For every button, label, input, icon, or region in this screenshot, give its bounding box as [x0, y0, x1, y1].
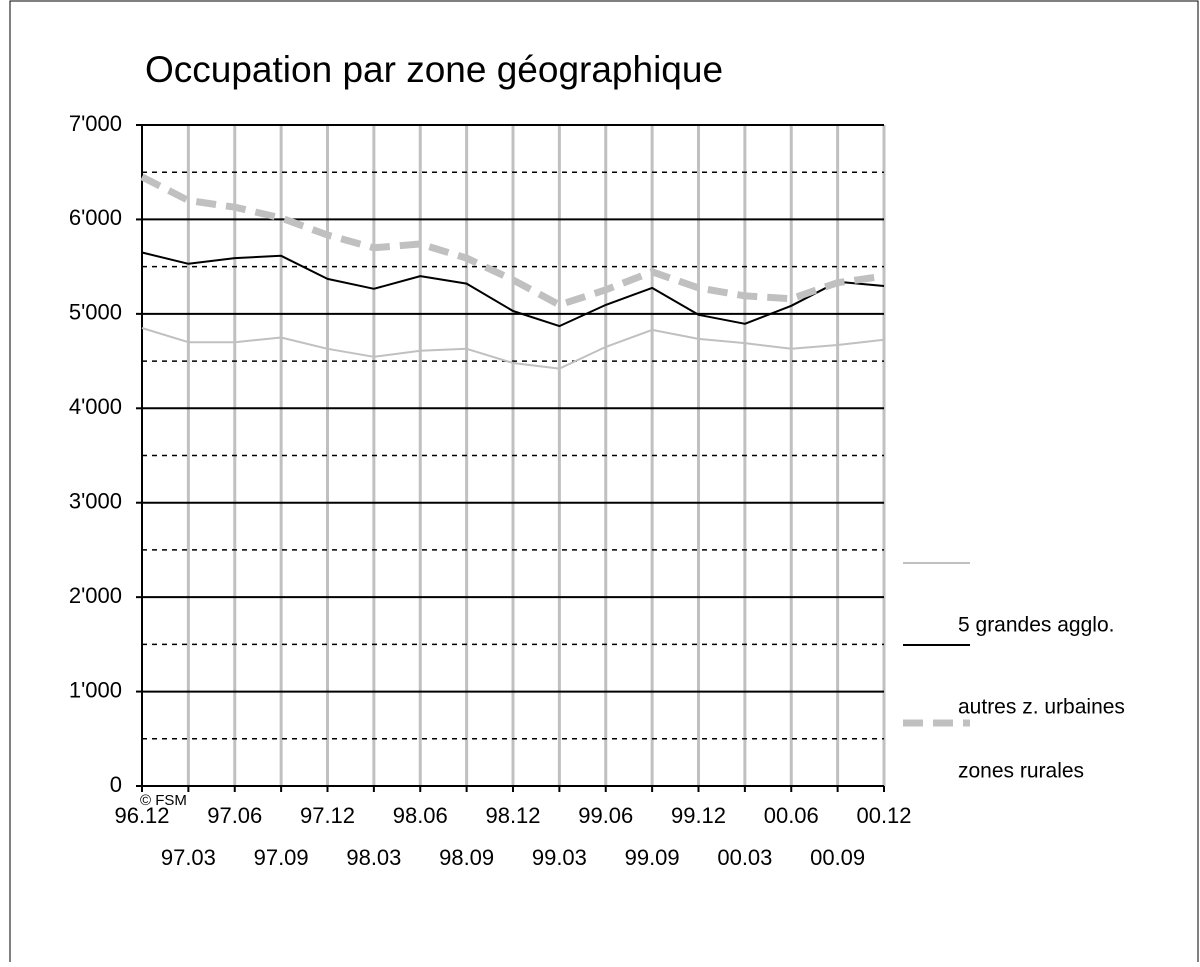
y-tick-label: 3'000: [69, 489, 122, 514]
x-tick-label: 98.06: [393, 803, 448, 828]
x-tick-label: 97.09: [254, 845, 309, 870]
x-tick-label: 99.09: [625, 845, 680, 870]
x-tick-label: 97.06: [207, 803, 262, 828]
y-tick-label: 2'000: [69, 583, 122, 608]
y-tick-label: 7'000: [69, 111, 122, 136]
y-tick-label: 6'000: [69, 205, 122, 230]
x-tick-label: 98.03: [346, 845, 401, 870]
x-tick-label: 98.09: [439, 845, 494, 870]
y-tick-label: 0: [110, 772, 122, 797]
frame: [9, 0, 1199, 967]
x-tick-label: 96.12: [114, 803, 169, 828]
y-tick-label: 5'000: [69, 300, 122, 325]
x-tick-label: 99.06: [578, 803, 633, 828]
series-line: [141, 251, 885, 328]
x-tick-label: 97.12: [300, 803, 355, 828]
series-line: [141, 327, 885, 370]
x-tick-label: 99.12: [671, 803, 726, 828]
footer: © FSM: [140, 792, 187, 809]
series-line: [140, 173, 885, 309]
x-tick-label: 99.03: [532, 845, 587, 870]
y-tick-label: 4'000: [69, 394, 122, 419]
x-tick-label: 97.03: [161, 845, 216, 870]
legend-label: zones rurales: [958, 760, 1084, 783]
x-tick-label: 00.09: [810, 845, 865, 870]
x-tick-label: 98.12: [485, 803, 540, 828]
x-tick-label: 00.12: [856, 803, 911, 828]
x-tick-label: 00.06: [764, 803, 819, 828]
x-tick-label: 00.03: [717, 845, 772, 870]
legend-label: autres z. urbaines: [958, 696, 1125, 719]
legend-label: 5 grandes agglo.: [958, 614, 1114, 637]
chart-title: Occupation par zone géographique: [145, 49, 723, 90]
y-tick-label: 1'000: [69, 677, 122, 702]
